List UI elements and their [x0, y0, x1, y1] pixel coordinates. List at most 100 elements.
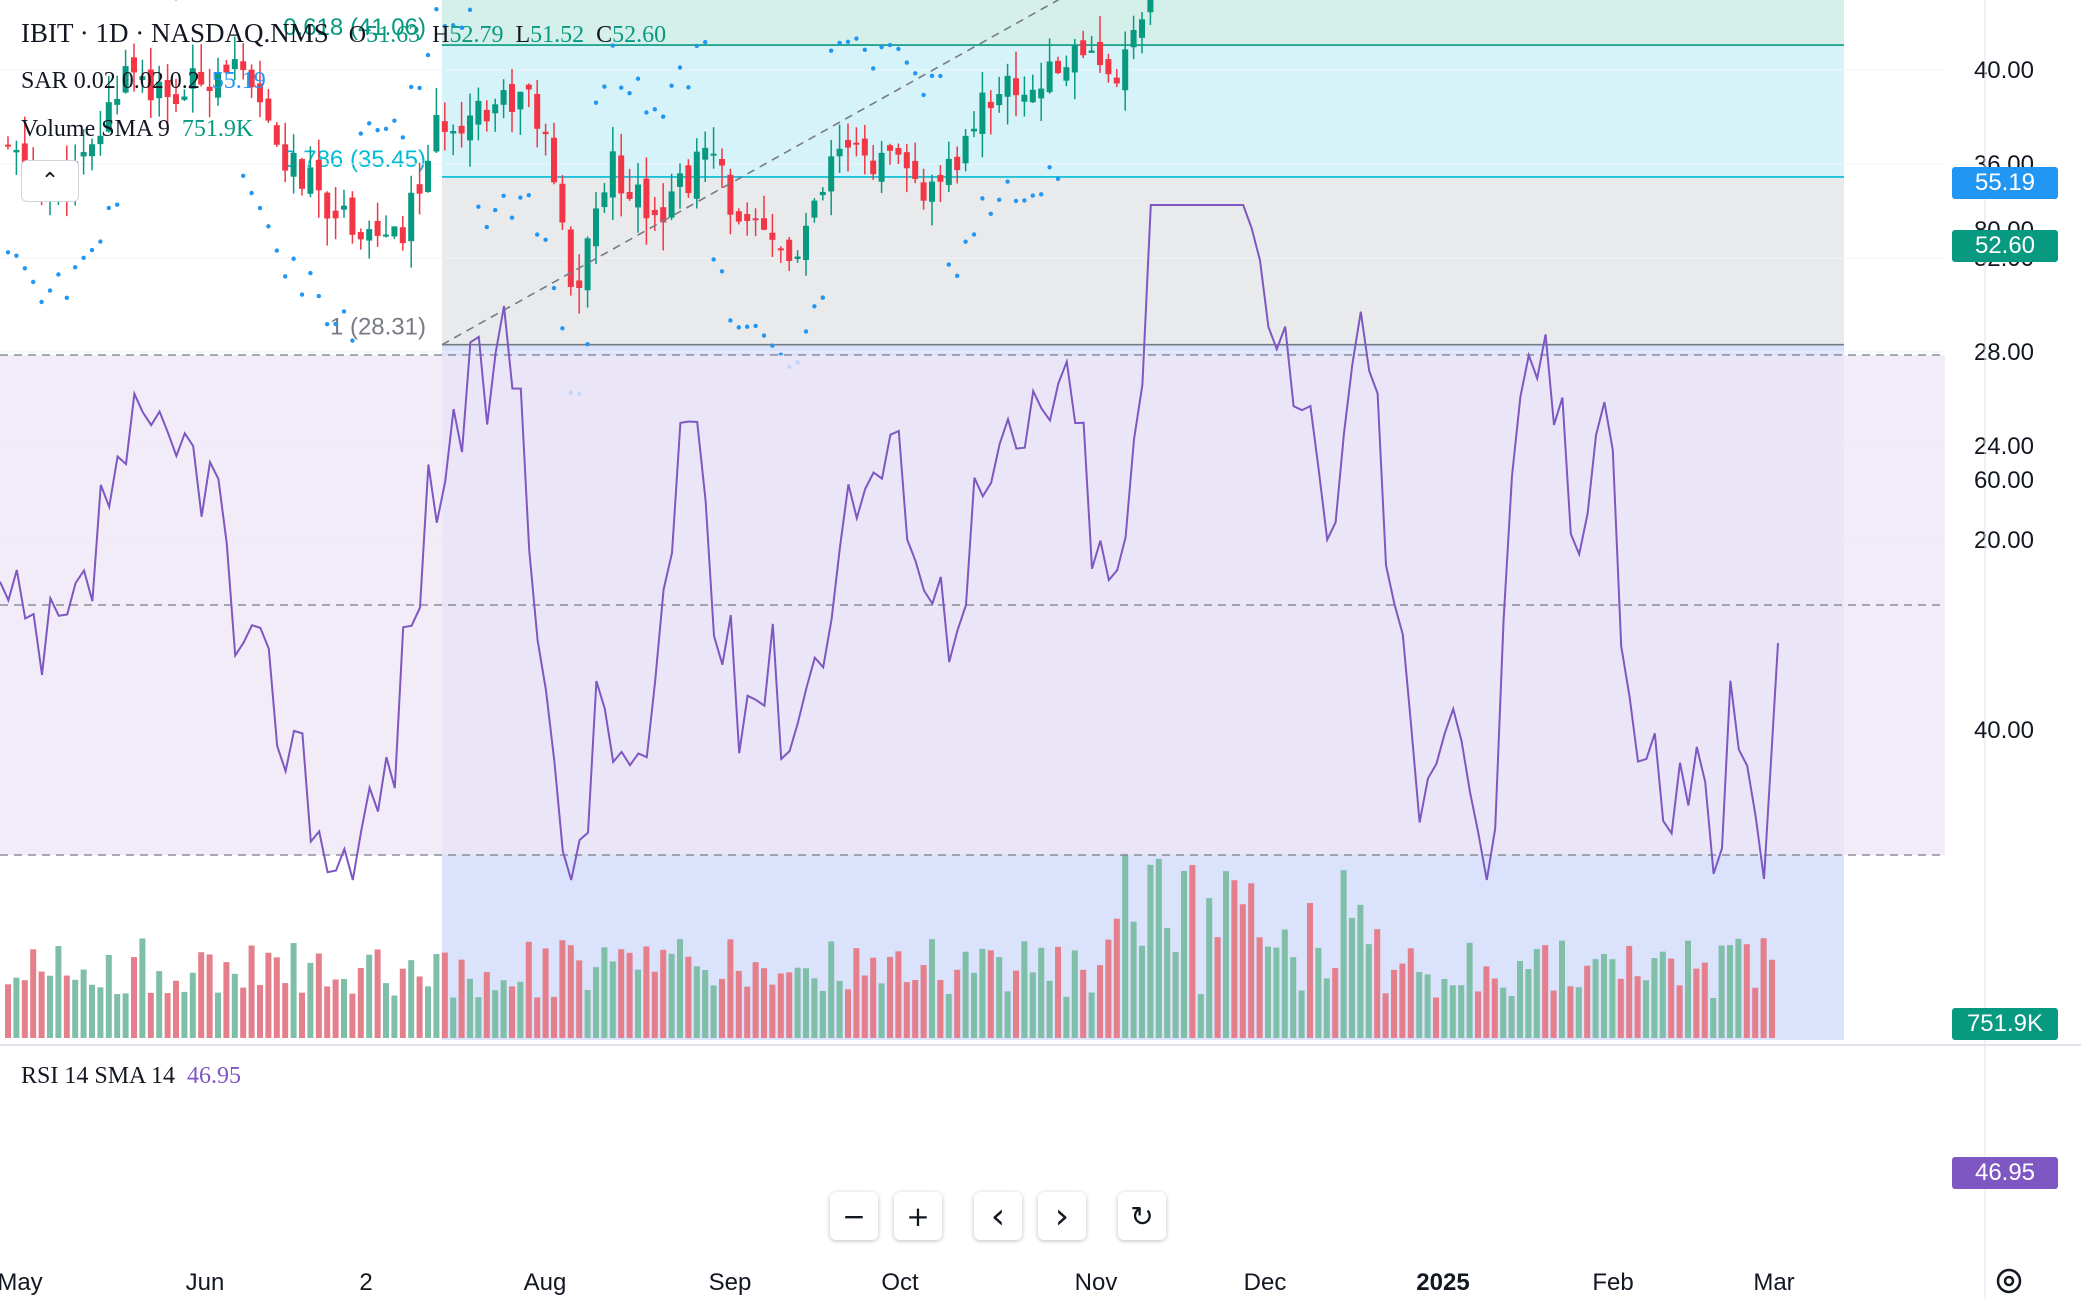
sar-dot: [686, 85, 691, 90]
candle-body: [1046, 61, 1053, 93]
sar-dot: [736, 325, 741, 330]
zoom-out-button[interactable]: −: [830, 1192, 878, 1240]
volume-bar: [929, 939, 935, 1038]
sar-dot: [409, 84, 414, 90]
collapse-legend-button[interactable]: ⌃: [21, 160, 79, 202]
parabolic-sar: [5, 0, 1061, 396]
volume-bar: [1265, 946, 1271, 1038]
volume-bar: [231, 973, 238, 1038]
candle-body: [719, 158, 725, 166]
volume-bar: [735, 970, 742, 1038]
rsi-line: [0, 204, 1779, 881]
volume-bar: [483, 972, 490, 1038]
candle-body: [551, 137, 557, 183]
volume-bar: [903, 982, 910, 1038]
reset-chart-button[interactable]: ↻: [1118, 1192, 1166, 1240]
candle-body: [996, 94, 1003, 106]
fib-level-label: 0.786 (35.45): [283, 146, 426, 173]
volume-bar: [1088, 992, 1095, 1038]
rsi-label: RSI 14 SMA 14: [21, 1063, 176, 1089]
volume-bar: [374, 949, 381, 1038]
sar-dot: [619, 85, 624, 90]
candle-body: [945, 158, 952, 186]
candle-body: [1063, 67, 1070, 81]
candle-body: [383, 234, 389, 237]
last-price-tag: 52.60: [1952, 230, 2058, 262]
volume-bar: [181, 991, 188, 1038]
candle-body: [811, 200, 818, 218]
candle-body: [584, 238, 591, 291]
sar-dot: [719, 269, 725, 274]
candle-body: [282, 144, 289, 171]
candle-body: [668, 191, 675, 218]
volume-bar: [853, 948, 860, 1038]
candle-body: [399, 227, 406, 244]
candle-body: [349, 197, 356, 235]
volume-bar: [1626, 945, 1633, 1038]
price-tick-label: 28.00: [1974, 339, 2034, 366]
candle-body: [416, 184, 423, 194]
settings-gear-icon[interactable]: [1993, 1265, 2025, 1297]
sar-dot: [358, 131, 363, 136]
volume-bar: [1567, 986, 1574, 1038]
sar-dot: [677, 65, 683, 70]
sar-dot: [39, 299, 44, 305]
sar-dot: [837, 40, 842, 46]
volume-bar: [1659, 951, 1666, 1038]
candle-body: [315, 159, 322, 191]
candle-body: [89, 144, 95, 157]
volume-bar: [1349, 917, 1355, 1038]
volume-bar: [1307, 902, 1313, 1038]
volume-bar: [1256, 937, 1263, 1038]
volume-bar: [1248, 883, 1255, 1038]
volume-bar: [576, 960, 583, 1038]
scroll-left-button[interactable]: ‹: [974, 1192, 1022, 1240]
volume-bar: [887, 956, 893, 1038]
volume-bar: [1122, 852, 1129, 1038]
volume-bar: [819, 990, 826, 1038]
fib-zone: [442, 45, 1844, 177]
candle-body: [391, 226, 398, 237]
sar-dot: [896, 46, 901, 52]
volume-bar: [685, 956, 692, 1038]
candle-body: [819, 191, 826, 196]
candle-body: [1004, 75, 1011, 97]
candle-body: [273, 125, 280, 145]
volume-bar: [1290, 957, 1297, 1038]
candle-body: [744, 213, 751, 221]
scroll-right-button[interactable]: ›: [1038, 1192, 1086, 1240]
volume-bar: [1399, 963, 1406, 1038]
volume-bar: [5, 984, 11, 1038]
volume-bar: [366, 954, 373, 1038]
volume-bar: [1139, 945, 1145, 1038]
candle-body: [366, 229, 373, 241]
volume-bar: [164, 993, 171, 1038]
volume-bar: [1458, 985, 1465, 1038]
volume-bar: [845, 989, 851, 1038]
volume-bar: [761, 968, 767, 1038]
volume-bar: [131, 957, 137, 1038]
candle-body: [332, 210, 339, 219]
volume-bar: [744, 986, 751, 1038]
volume-bar: [21, 980, 28, 1038]
volume-bar: [1651, 958, 1658, 1038]
volume-bar: [870, 957, 877, 1038]
candle-body: [492, 104, 499, 114]
volume-bar: [89, 984, 95, 1038]
candle-body: [441, 121, 448, 132]
volume-bar: [1676, 985, 1683, 1038]
volume-bar: [609, 961, 616, 1038]
volume-bar: [240, 987, 247, 1038]
volume-bar: [1189, 865, 1196, 1038]
candle-body: [290, 153, 297, 177]
candle-body: [475, 100, 482, 125]
sar-dot: [518, 195, 523, 200]
volume-bar: [433, 954, 440, 1038]
candle-body: [248, 69, 255, 88]
zoom-in-button[interactable]: +: [894, 1192, 942, 1240]
volume-bar: [727, 939, 734, 1038]
volume-bar: [307, 962, 314, 1038]
sar-dot: [946, 262, 951, 267]
sar-dot: [266, 224, 271, 229]
